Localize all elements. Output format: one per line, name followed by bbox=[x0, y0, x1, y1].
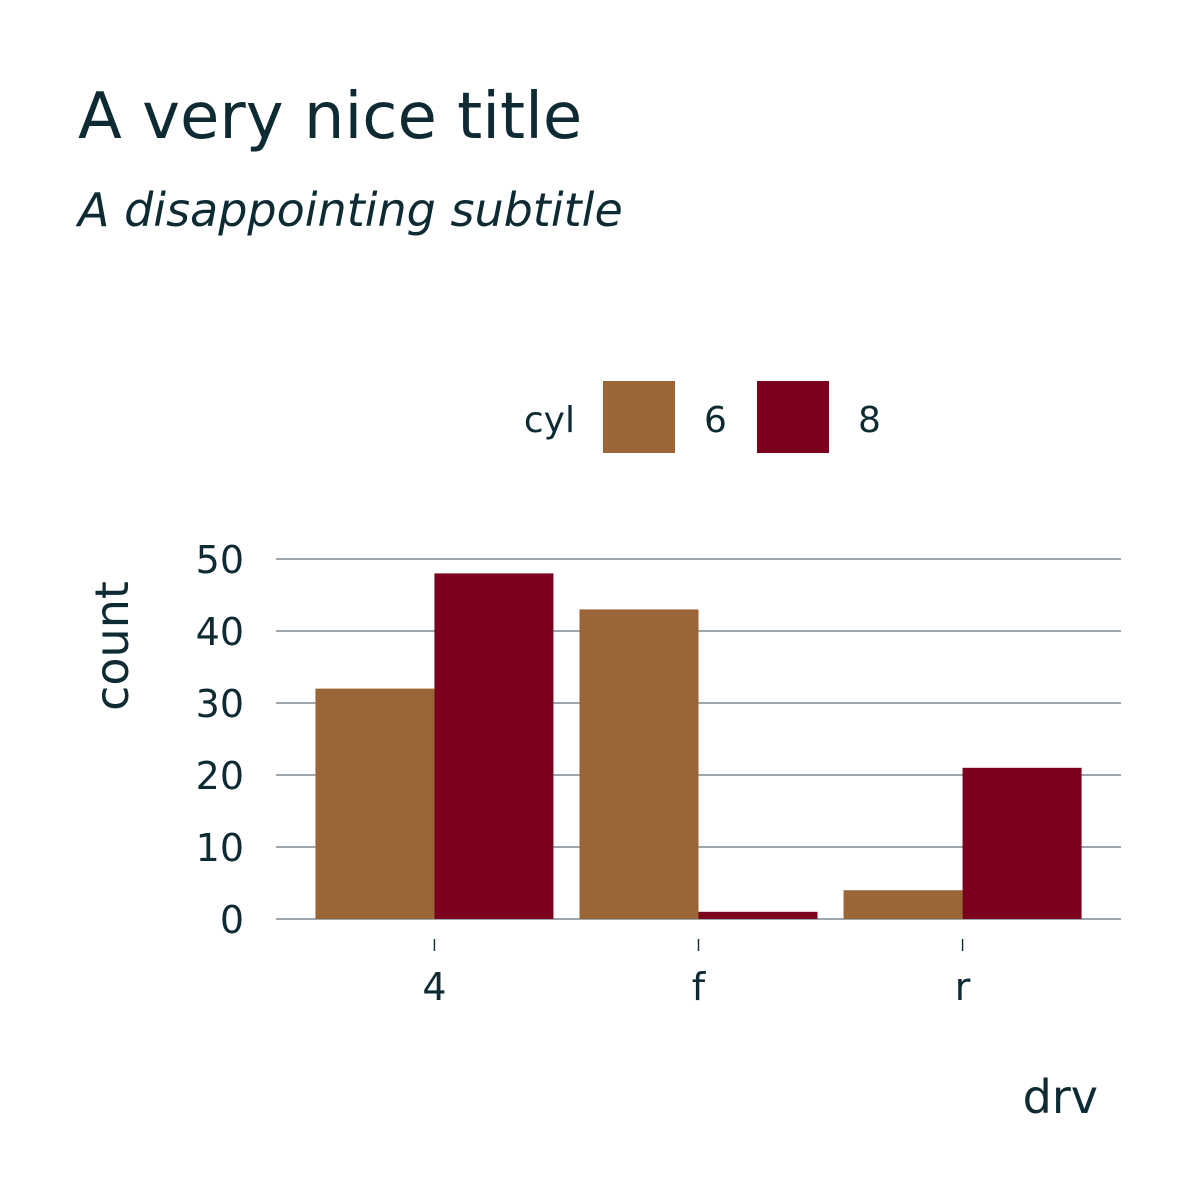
plot-area: 0 10 20 30 40 50 4 f r bbox=[196, 538, 1121, 1009]
x-tick-label-f: f bbox=[692, 965, 707, 1009]
y-tick-label-20: 20 bbox=[196, 754, 244, 798]
bar-r-cyl-8 bbox=[962, 767, 1082, 919]
bar-f-cyl-8 bbox=[698, 911, 818, 919]
x-ticks: 4 f r bbox=[422, 939, 971, 1009]
x-tick-label-4: 4 bbox=[422, 965, 446, 1009]
y-tick-label-30: 30 bbox=[196, 682, 244, 726]
chart-subtitle: A disappointing subtitle bbox=[75, 183, 623, 237]
bar-4-cyl-6 bbox=[315, 688, 435, 919]
bar-r-cyl-6 bbox=[843, 890, 963, 919]
bar-f-cyl-6 bbox=[579, 609, 699, 919]
x-axis-title: drv bbox=[1023, 1070, 1098, 1124]
legend-key-6 bbox=[603, 381, 675, 453]
bar-4-cyl-8 bbox=[434, 573, 554, 919]
y-tick-label-50: 50 bbox=[196, 538, 244, 582]
legend-label-8: 8 bbox=[858, 400, 881, 441]
y-tick-labels: 0 10 20 30 40 50 bbox=[196, 538, 244, 942]
y-axis-title: count bbox=[85, 581, 139, 711]
chart-title: A very nice title bbox=[78, 80, 582, 154]
legend-title: cyl bbox=[524, 400, 575, 441]
legend-key-8 bbox=[757, 381, 829, 453]
x-tick-label-r: r bbox=[955, 965, 971, 1009]
bars bbox=[315, 573, 1082, 919]
y-tick-label-10: 10 bbox=[196, 826, 244, 870]
y-tick-label-0: 0 bbox=[220, 898, 244, 942]
legend-label-6: 6 bbox=[704, 400, 727, 441]
y-tick-label-40: 40 bbox=[196, 610, 244, 654]
